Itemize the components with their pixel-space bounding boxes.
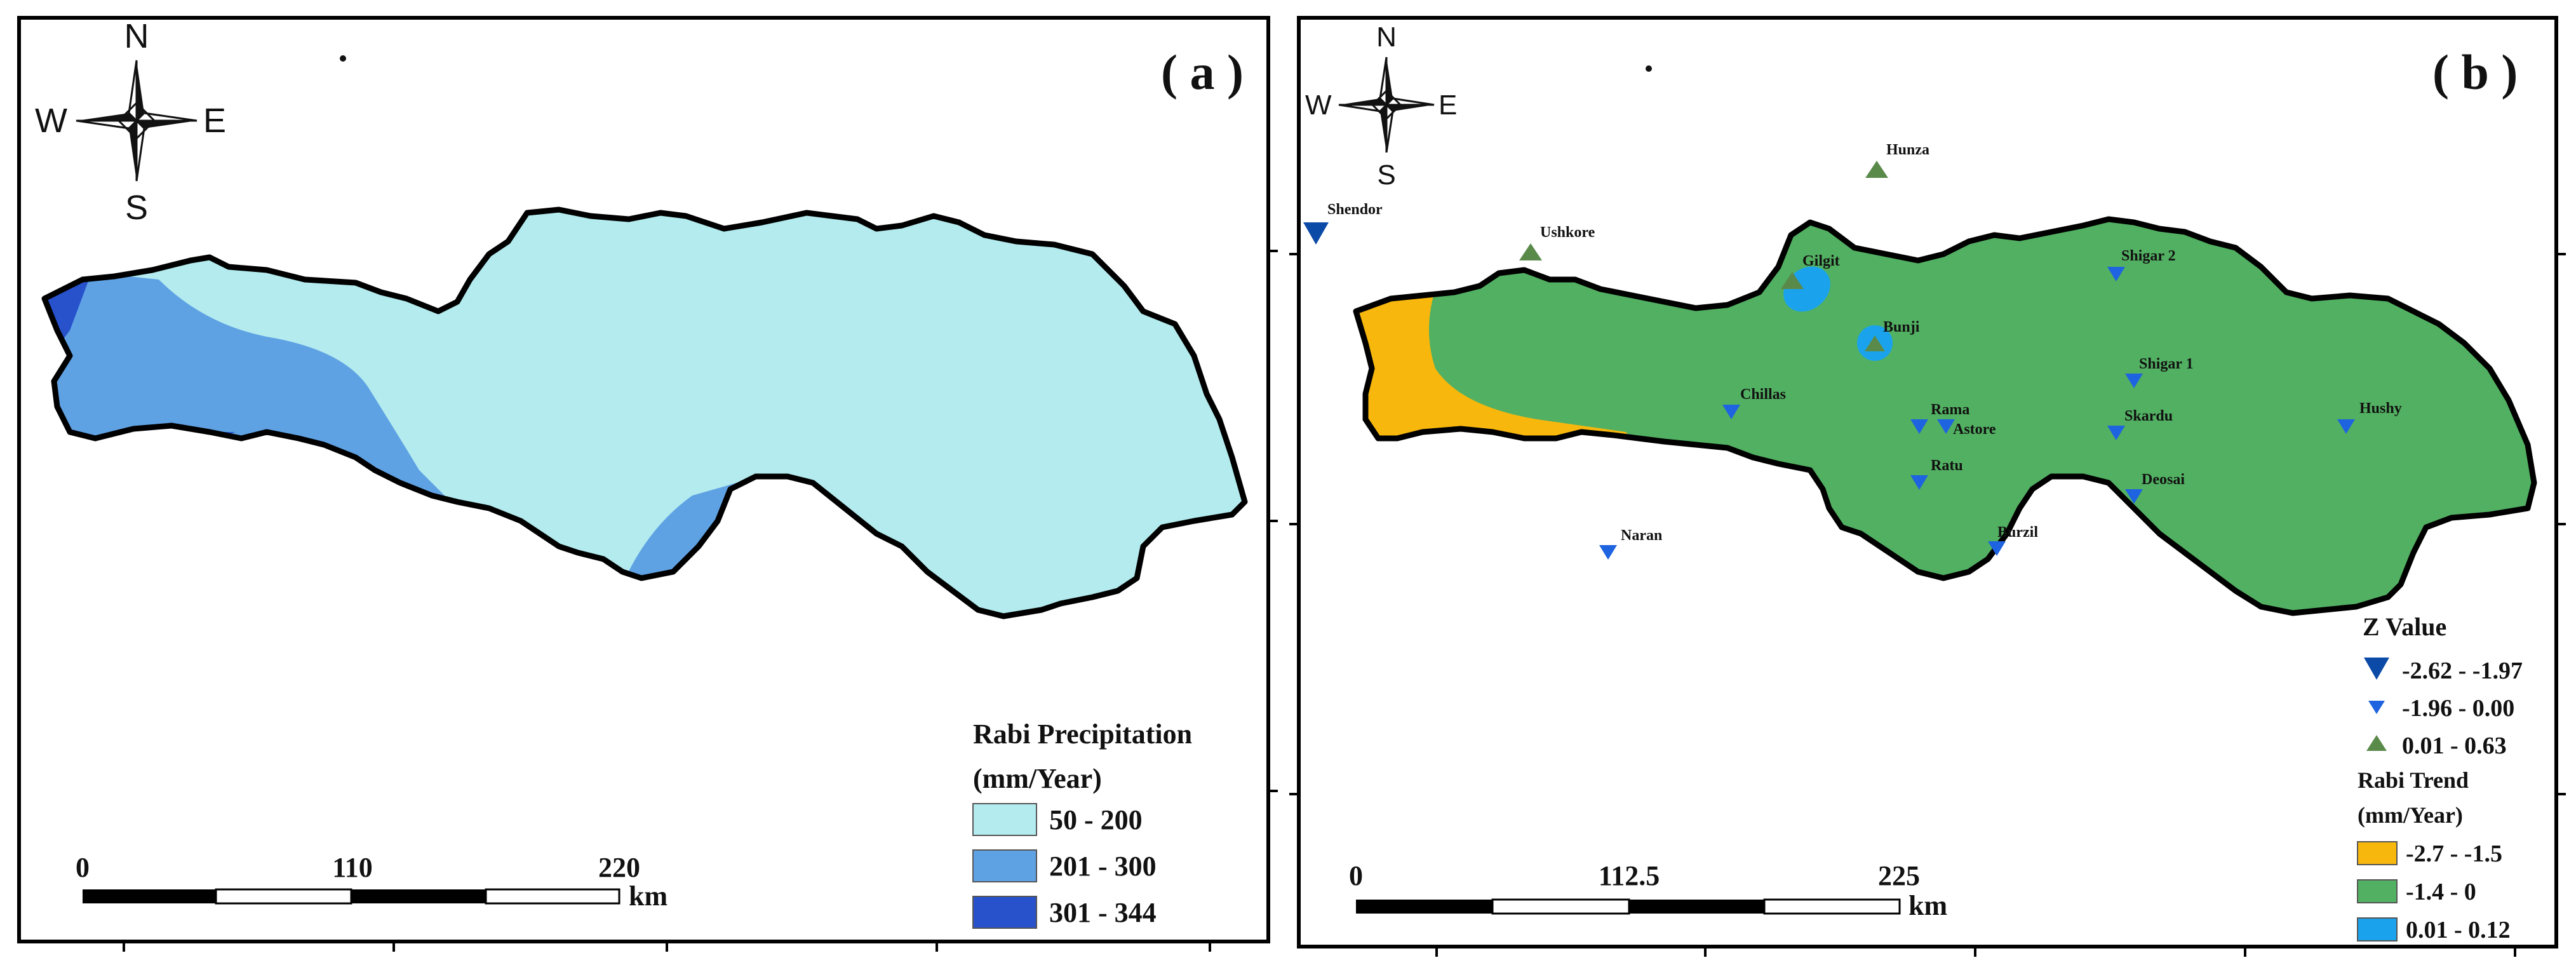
trend-item-1-label: -2.7 - -1.5 [2406,840,2502,867]
trend-swatch-3 [2357,917,2398,942]
station-label-shendor: Shendor [1327,201,1383,218]
trend-item-3-label: 0.01 - 0.12 [2406,917,2511,943]
station-marker [2125,489,2143,504]
precip-swatch-2 [972,849,1037,882]
precip-item-1-label: 50 - 200 [1049,804,1143,835]
station-label-deosai: Deosai [2142,471,2185,488]
precip-item-2-label: 201 - 300 [1049,851,1157,882]
station-label-shigar1: Shigar 1 [2139,356,2194,372]
station-marker [1519,243,1542,260]
panel-a: N S E W ( a ) Rabi Precipitation (mm/Yea… [17,16,1278,952]
zone-trend-orange [1356,280,1658,470]
compass-b-east-label: E [1439,90,1457,121]
station-marker [1865,161,1888,178]
scale-b-tick-2: 225 [1878,860,1920,891]
station-marker [2107,426,2125,440]
precip-legend-title: Rabi Precipitation [973,719,1192,750]
station-marker [2125,374,2143,388]
station-labels: Shendor Ushkore Hunza Gilgit Bunji Shiga… [1327,142,2402,544]
compass-b-north-label: N [1376,22,1397,53]
z-symbol-3 [2366,735,2387,751]
z-value-legend: Z Value -2.62 - -1.97 -1.96 - 0.00 0.01 … [2363,612,2523,759]
station-label-shigar2: Shigar 2 [2121,248,2176,264]
station-label-skardu: Skardu [2124,408,2173,424]
scale-bar-a: 0 110 220 km [76,852,667,912]
station-label-bunji: Bunji [1883,319,1920,335]
z-legend-title: Z Value [2363,612,2446,641]
compass-west-label: W [35,102,67,140]
trend-legend: Rabi Trend (mm/Year) -2.7 - -1.5 -1.4 - … [2357,767,2511,943]
scale-a-tick-2: 220 [598,852,640,883]
compass-south-label: S [125,189,148,227]
scale-a-tick-1: 110 [332,852,373,883]
station-markers [1303,161,2355,560]
compass-b-west-label: W [1305,90,1332,121]
compass-north-label: N [124,17,149,55]
station-marker [1865,335,1885,351]
scale-b-tick-1: 112.5 [1599,860,1660,891]
panel-b: Shendor Ushkore Hunza Gilgit Bunji Shiga… [1289,16,2566,957]
station-label-astore: Astore [1953,421,1996,438]
station-label-hushy: Hushy [2359,400,2402,417]
scale-a-unit: km [629,881,667,912]
scale-b-unit: km [1909,890,1947,921]
z-item-2-label: -1.96 - 0.00 [2402,695,2514,722]
panel-b-ticks [1289,253,2566,957]
station-label-ratu: Ratu [1931,457,1963,474]
panel-a-ticks [123,250,1278,952]
trend-legend-unit: (mm/Year) [2358,802,2463,828]
station-marker [1910,475,1928,490]
precip-swatch-1 [972,803,1037,836]
station-marker [2107,267,2125,281]
scale-a-tick-0: 0 [76,852,90,883]
station-marker [1781,272,1804,289]
station-label-burzil: Burzil [1997,524,2038,541]
z-symbol-1 [2364,658,2389,680]
station-marker [1722,405,1740,419]
station-label-naran: Naran [1621,527,1662,544]
station-label-rama: Rama [1931,402,1969,418]
station-label-hunza: Hunza [1886,142,1929,158]
station-marker [1599,545,1617,560]
trend-legend-title: Rabi Trend [2358,767,2469,793]
station-marker [1910,419,1928,434]
compass-east-label: E [203,102,226,140]
station-label-chillas: Chillas [1740,386,1786,403]
zone-201-300-west [44,267,457,508]
station-label-ushkore: Ushkore [1540,224,1595,241]
scale-b-tick-0: 0 [1349,860,1363,891]
precip-item-3-label: 301 - 344 [1049,897,1157,928]
trend-swatch-2 [2357,879,2398,903]
compass-b: N S E W [1305,22,1457,191]
precip-legend: Rabi Precipitation (mm/Year) 50 - 200 20… [972,719,1192,929]
z-symbol-2 [2368,701,2385,714]
panel-a-label: ( a ) [1161,44,1244,100]
station-label-gilgit: Gilgit [1802,253,1840,269]
z-item-3-label: 0.01 - 0.63 [2402,732,2507,759]
panel-b-label: ( b ) [2432,44,2518,100]
trend-swatch-1 [2357,841,2398,865]
scale-bar-b: 0 112.5 225 km [1349,860,1947,921]
z-item-1-label: -2.62 - -1.97 [2402,658,2523,684]
precip-legend-unit: (mm/Year) [973,763,1102,794]
precip-swatch-3 [972,896,1037,929]
station-marker [1937,419,1955,434]
compass-b-south-label: S [1377,159,1395,191]
station-marker [1303,222,1329,245]
dot-marker [340,55,346,62]
dot-marker-b [1646,65,1652,72]
trend-item-2-label: -1.4 - 0 [2406,879,2476,905]
station-marker [1988,541,2006,556]
station-marker [2337,419,2355,434]
compass-a: N S E W [35,17,226,227]
